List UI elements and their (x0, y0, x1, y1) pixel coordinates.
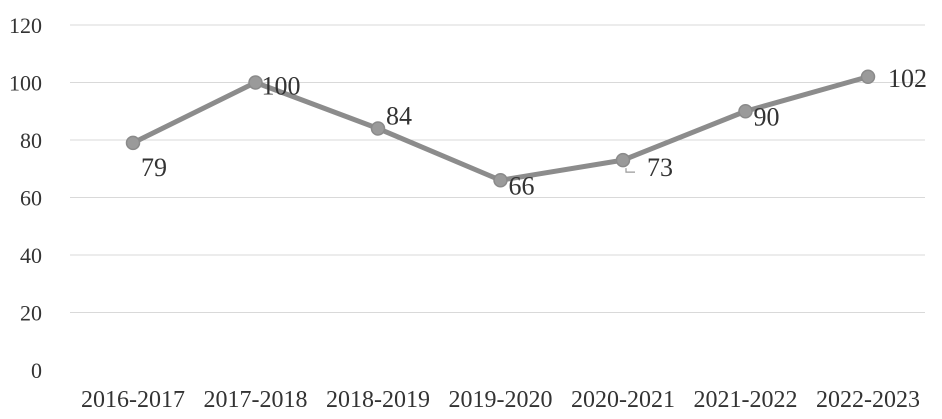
x-tick-label: 2017-2018 (204, 387, 308, 413)
data-label: 84 (386, 102, 412, 131)
x-axis-labels: 2016-2017 2017-2018 2018-2019 2019-2020 2020… (81, 387, 920, 413)
x-tick-label: 2022-2023 (816, 387, 920, 413)
data-point (615, 152, 631, 168)
series-layer (125, 69, 876, 188)
y-tick-label: 20 (20, 301, 42, 326)
y-tick-label: 60 (20, 186, 42, 211)
label-leader-line (625, 168, 635, 173)
gridlines (70, 24, 925, 313)
x-tick-label: 2018-2019 (326, 387, 430, 413)
x-tick-label: 2016-2017 (81, 387, 185, 413)
y-tick-label: 120 (9, 13, 42, 38)
data-label: 66 (509, 171, 535, 200)
data-label: 79 (141, 153, 167, 182)
x-tick-label: 2021-2022 (694, 387, 798, 413)
data-point (738, 104, 753, 119)
y-tick-label: 100 (9, 71, 42, 96)
y-tick-label: 0 (31, 358, 42, 383)
data-label: 100 (262, 72, 301, 101)
data-label: 73 (647, 153, 673, 182)
data-point (125, 135, 141, 151)
x-tick-label: 2019-2020 (449, 387, 553, 413)
y-axis-labels: 0 20 40 60 80 100 120 (9, 13, 42, 383)
data-point (248, 75, 263, 90)
data-point (493, 173, 508, 188)
data-point (860, 69, 876, 84)
data-labels: 79 100 84 66 73 90 102 (141, 64, 927, 201)
data-label: 102 (888, 64, 927, 93)
y-tick-label: 80 (20, 128, 42, 153)
x-tick-label: 2020-2021 (571, 387, 675, 413)
y-tick-label: 40 (20, 243, 42, 268)
data-label: 90 (754, 102, 780, 131)
data-point (370, 121, 386, 136)
